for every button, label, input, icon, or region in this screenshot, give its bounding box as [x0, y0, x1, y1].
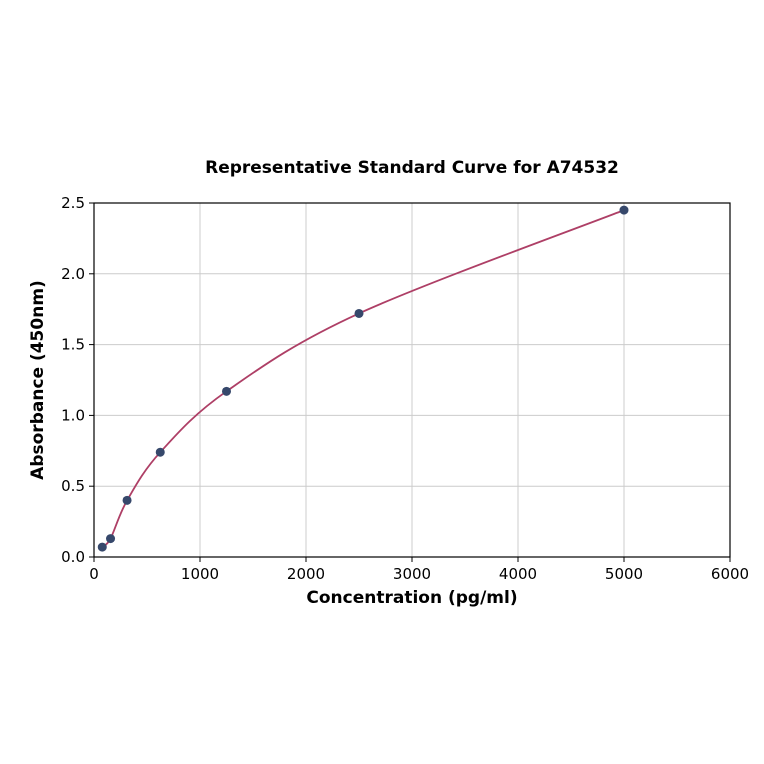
- plot-border: [93, 202, 731, 558]
- x-tick-label: 2000: [287, 565, 325, 583]
- data-point: [122, 495, 132, 505]
- y-tick-label: 1.5: [61, 336, 85, 354]
- x-tick-label: 3000: [393, 565, 431, 583]
- data-point: [155, 447, 165, 457]
- y-tick-label: 0.0: [61, 548, 85, 566]
- x-tick-label: 1000: [181, 565, 219, 583]
- y-tick-label: 1.0: [61, 406, 85, 424]
- y-tick-label: 2.0: [61, 265, 85, 283]
- x-tick-label: 0: [89, 565, 99, 583]
- x-axis-label: Concentration (pg/ml): [306, 588, 518, 608]
- data-point: [106, 534, 116, 544]
- data-point: [619, 205, 629, 215]
- y-axis-label: Absorbance (450nm): [28, 280, 48, 480]
- data-point: [354, 308, 364, 318]
- x-tick-label: 4000: [499, 565, 537, 583]
- x-tick-label: 6000: [711, 565, 749, 583]
- fitted-curve: [101, 209, 625, 548]
- data-point: [97, 542, 107, 552]
- y-tick-label: 0.5: [61, 477, 85, 495]
- y-tick-label: 2.5: [61, 194, 85, 212]
- chart-title: Representative Standard Curve for A74532: [205, 158, 619, 178]
- x-tick-label: 5000: [605, 565, 643, 583]
- data-point: [222, 386, 231, 396]
